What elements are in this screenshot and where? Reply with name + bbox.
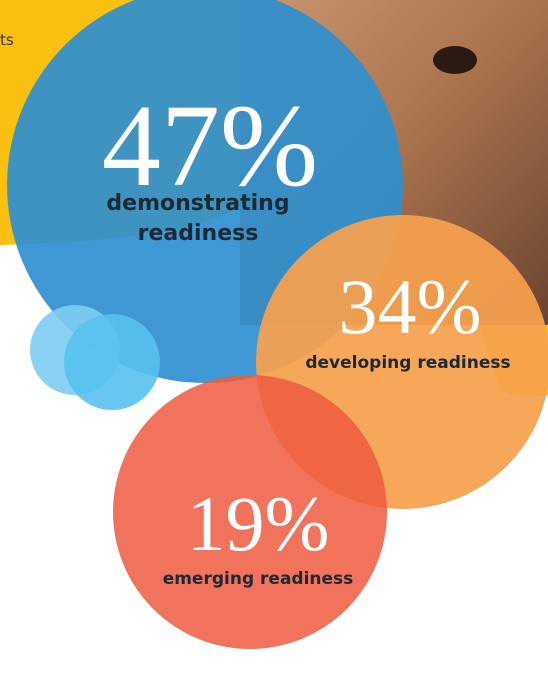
stat-label: readiness xyxy=(138,221,259,246)
infographic: ts 47% demonstrating readiness 34% devel… xyxy=(0,0,548,677)
small-bubble xyxy=(64,314,160,410)
text-fragment: ts xyxy=(0,31,14,49)
stat-value: 34% xyxy=(339,263,482,350)
stat-label: emerging readiness xyxy=(163,569,354,589)
photo-eye xyxy=(433,46,477,74)
stat-label: demonstrating xyxy=(106,191,289,216)
stat-label: developing readiness xyxy=(305,353,510,373)
stat-value: 19% xyxy=(187,480,330,567)
